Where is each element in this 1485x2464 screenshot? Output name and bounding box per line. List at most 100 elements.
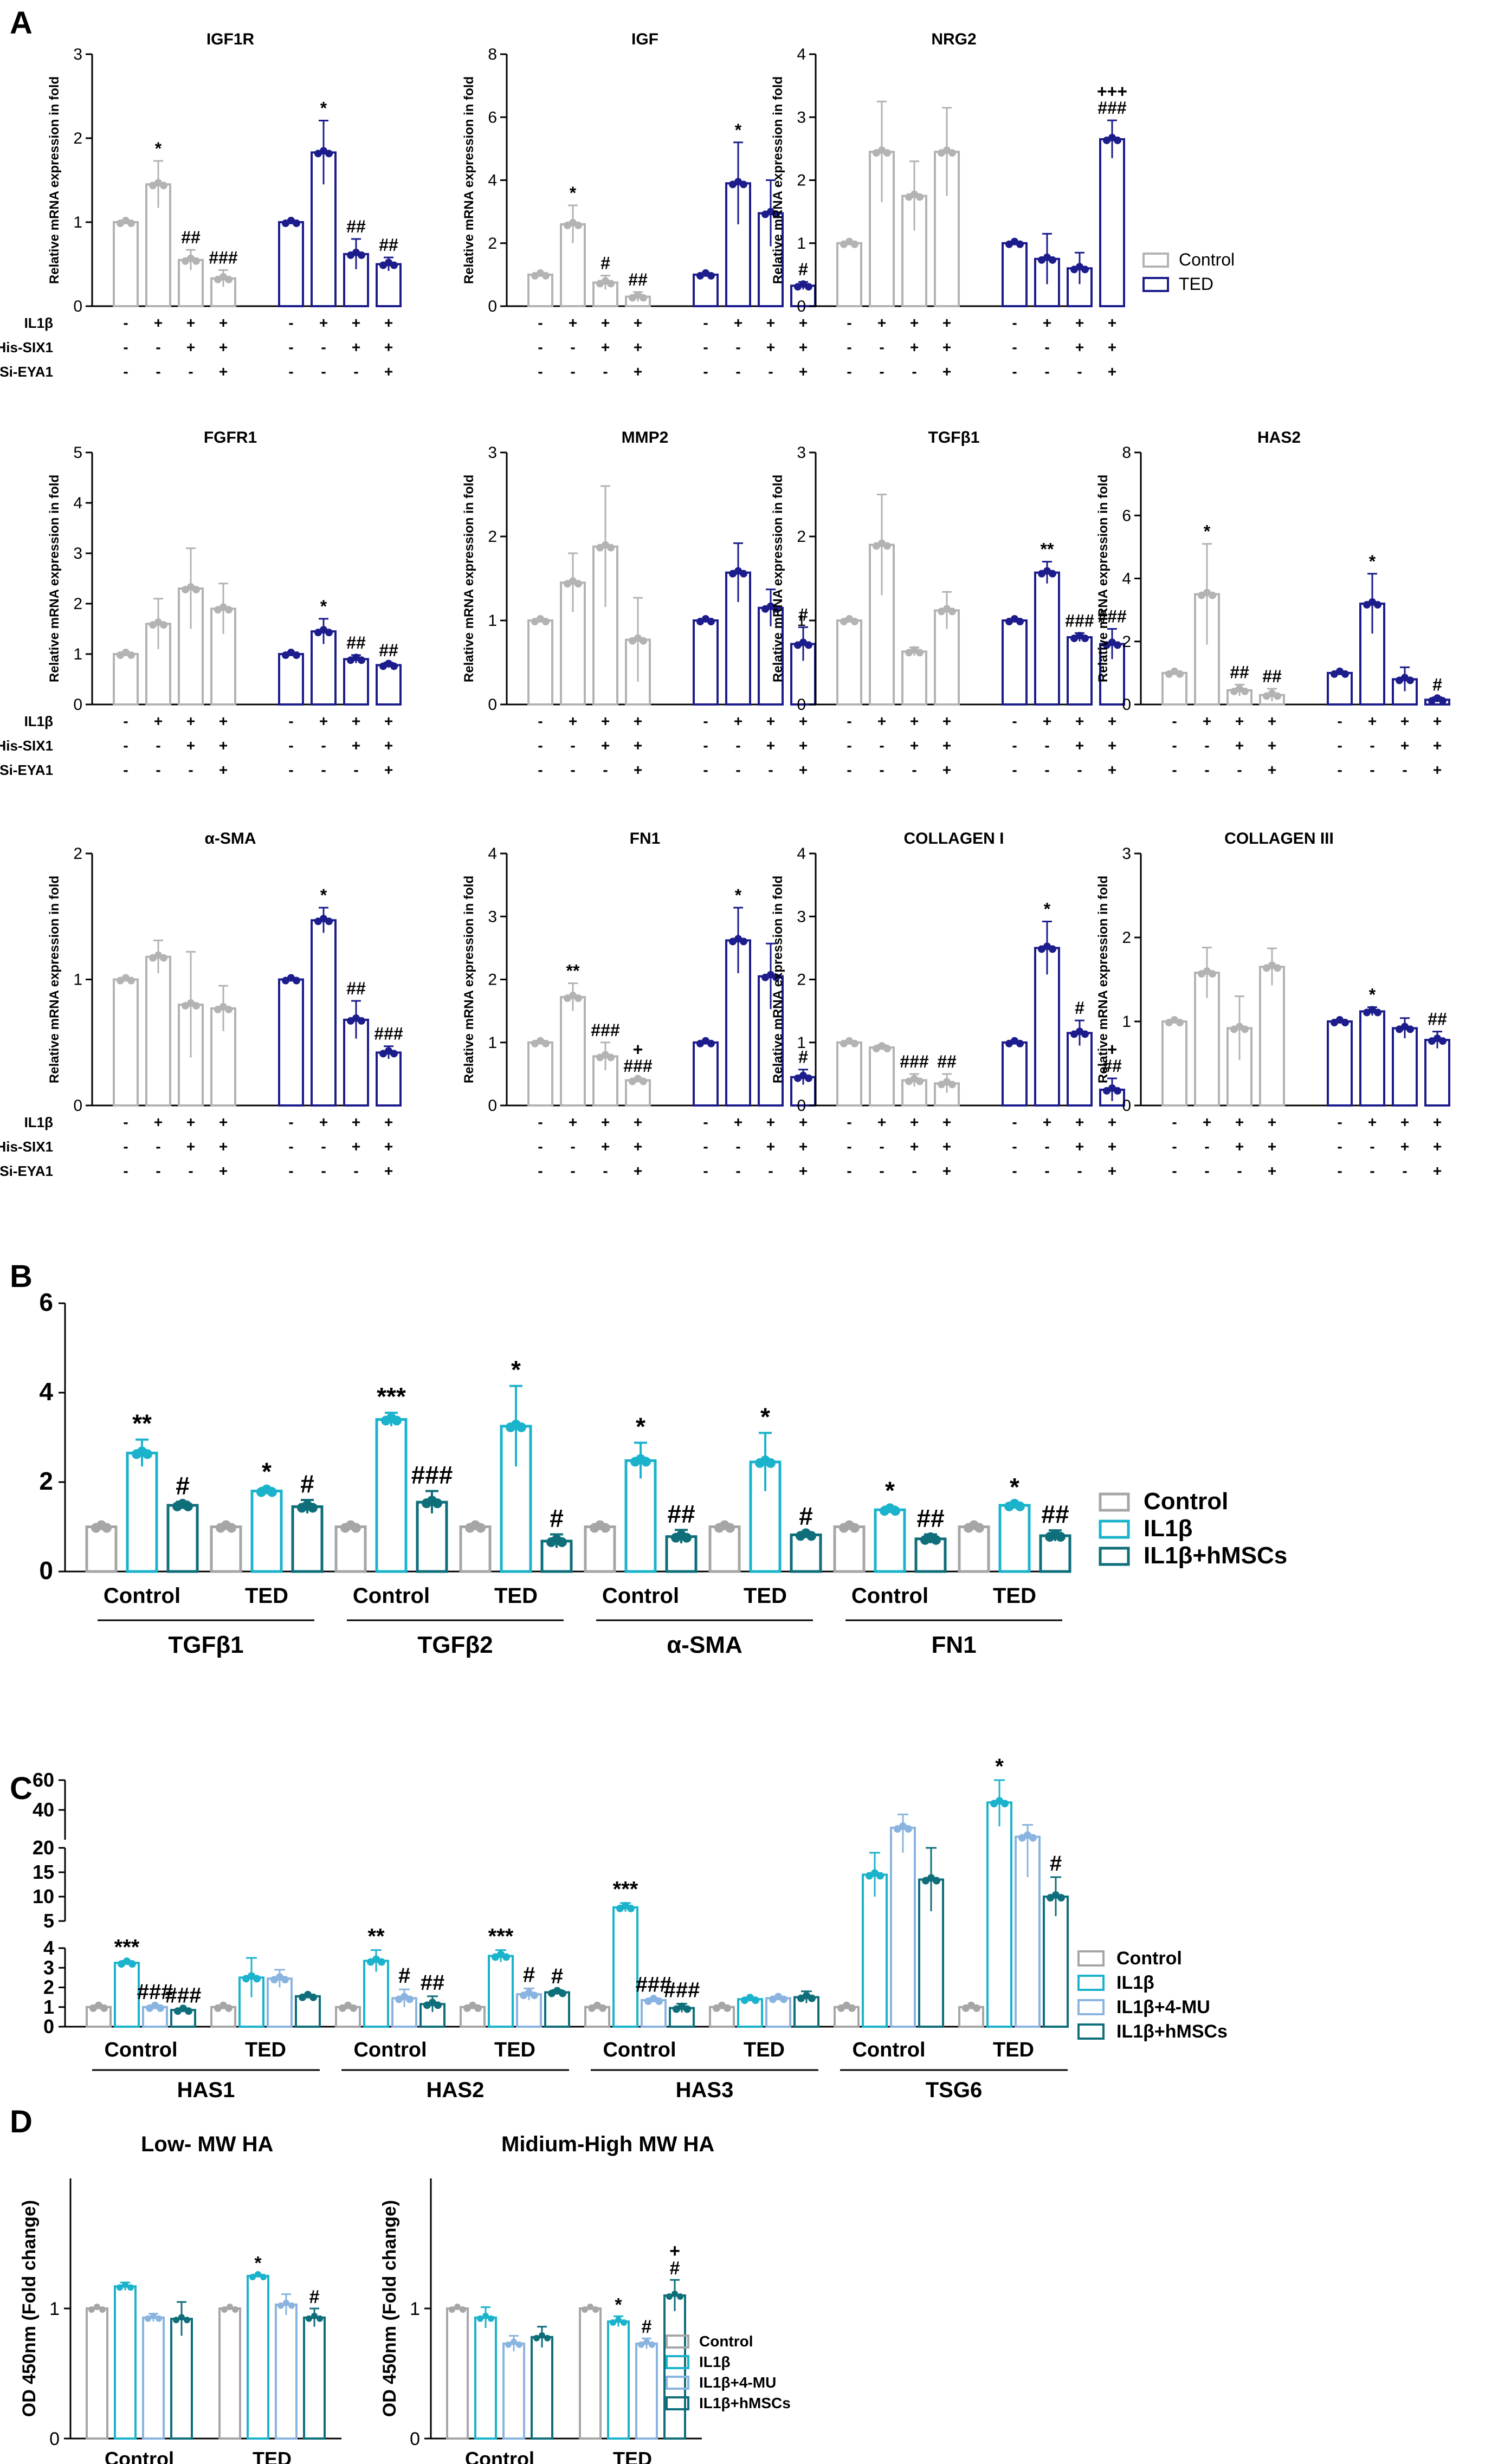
group-label: TED [253, 2448, 292, 2464]
sign-cell: + [1108, 363, 1116, 380]
data-point [610, 2319, 616, 2326]
sign-cell: + [1400, 1114, 1409, 1130]
chart-title: MMP2 [622, 429, 669, 447]
sign-cell: + [1043, 713, 1051, 729]
y-tick-label: 0 [488, 298, 497, 315]
sign-cell: + [942, 1114, 951, 1130]
significance-mark: # [1075, 998, 1084, 1018]
bar-control-1 [869, 1046, 895, 1107]
panel-letter-a: A [10, 5, 33, 41]
sign-cell: - [703, 1162, 708, 1179]
sign-cell: + [910, 339, 919, 355]
sign-cell: - [703, 1138, 708, 1155]
sign-cell: - [353, 1162, 358, 1179]
sign-cell: + [1268, 713, 1276, 729]
y-tick-label: 3 [488, 444, 497, 462]
bar-control-1 [560, 996, 586, 1107]
y-tick-label: 20 [33, 1836, 54, 1859]
sign-cell: - [321, 339, 326, 355]
group-label: Control [104, 2039, 177, 2061]
sign-cell: + [634, 363, 642, 380]
data-point [641, 1457, 651, 1467]
sign-cell: + [601, 713, 610, 729]
y-tick-label: 3 [797, 908, 806, 926]
sign-cell: - [538, 363, 543, 380]
sign-cell: - [1012, 1114, 1017, 1130]
sign-cell: + [186, 1138, 195, 1155]
sign-cell: - [288, 737, 293, 754]
sign-cell: - [912, 363, 916, 380]
bar-b [375, 1418, 408, 1573]
sign-cell: - [353, 363, 358, 380]
sign-cell: - [570, 363, 575, 380]
sign-cell: - [768, 363, 773, 380]
data-point [707, 618, 715, 625]
bar-b [708, 1525, 741, 1573]
data-point [227, 2304, 233, 2310]
data-point [1241, 1025, 1249, 1033]
data-point [308, 1503, 318, 1513]
data-point [707, 1039, 715, 1047]
sign-cell: - [1077, 1162, 1082, 1179]
y-tick-label: 1 [73, 214, 82, 231]
y-tick-label: 0 [49, 2429, 60, 2449]
data-point [225, 606, 233, 614]
significance-mark: * [511, 1356, 521, 1384]
sign-cell: + [186, 314, 195, 331]
sign-cell: - [570, 761, 575, 778]
significance-mark: ## [181, 228, 201, 247]
data-point [232, 2306, 238, 2313]
data-point [640, 637, 647, 645]
data-point [883, 149, 891, 157]
significance-mark: ## [379, 235, 398, 255]
data-point [1016, 1039, 1024, 1047]
sign-cell: + [1268, 737, 1276, 754]
legend-label: IL1β [1144, 1515, 1192, 1542]
sign-cell: - [1204, 1162, 1209, 1179]
bar-ted-1 [311, 919, 337, 1107]
data-point [432, 1498, 442, 1509]
bar-c [295, 1995, 321, 2028]
bar-control-0 [113, 978, 139, 1107]
bar-ted-2 [1067, 636, 1093, 706]
data-point [390, 261, 398, 269]
data-point [640, 1077, 647, 1085]
data-point [145, 2315, 151, 2322]
significance-mark: ## [379, 641, 398, 660]
y-tick-label: 4 [797, 845, 806, 863]
sign-cell: - [123, 339, 128, 355]
sign-cell: - [703, 339, 708, 355]
sign-cell: + [634, 1114, 642, 1130]
row-label-2: Si-EYA1 [0, 1163, 53, 1179]
bar-c [986, 1801, 1012, 2028]
bar-control-0 [1161, 671, 1187, 706]
sign-cell: + [799, 314, 808, 331]
sign-cell: - [1337, 1162, 1342, 1179]
sign-cell: + [1108, 339, 1116, 355]
data-point [225, 2004, 233, 2012]
data-point [682, 1532, 692, 1543]
data-point [1081, 266, 1089, 274]
sign-cell: - [1370, 737, 1374, 754]
data-point [592, 2306, 599, 2313]
y-tick-label: 0 [73, 696, 82, 714]
sign-cell: + [910, 737, 919, 754]
sign-cell: + [766, 1114, 775, 1130]
sign-cell: + [219, 314, 228, 331]
sign-cell: - [156, 339, 160, 355]
data-point [883, 542, 891, 550]
y-tick-label: 8 [1122, 444, 1131, 462]
data-point [1114, 136, 1121, 144]
sign-cell: - [123, 737, 128, 754]
significance-mark: * [636, 1412, 645, 1440]
legend-d: Control IL1β IL1β+4-MU IL1β+hMSCs [666, 2333, 791, 2411]
sign-cell: - [288, 761, 293, 778]
chart-a-7: α-SMA Relative mRNA expression in fold 0 1 2… [0, 830, 403, 1179]
bar-ted-1 [1359, 1010, 1385, 1107]
data-point [1016, 618, 1024, 625]
data-point [655, 1997, 663, 2006]
sign-cell: + [569, 713, 577, 729]
y-tick-label: 4 [43, 1937, 54, 1959]
data-point [351, 1523, 361, 1533]
sign-cell: - [538, 1138, 543, 1155]
